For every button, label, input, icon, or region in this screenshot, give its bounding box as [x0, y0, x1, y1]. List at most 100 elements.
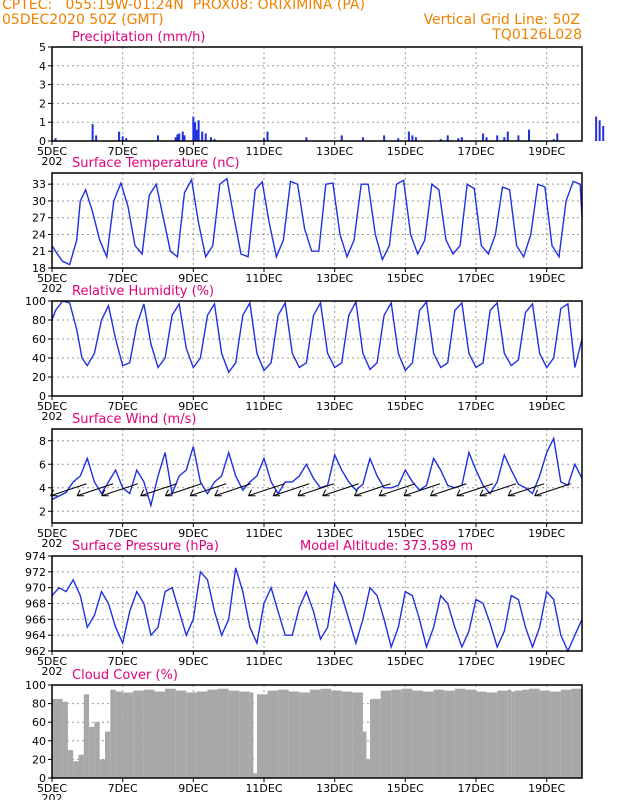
x-tick-label: 15DEC — [387, 527, 424, 540]
cloud-bar — [529, 688, 540, 778]
precip-bar — [197, 120, 200, 141]
cloud-bar — [550, 691, 561, 778]
cloud-bar — [105, 731, 111, 778]
precip-bar — [439, 139, 442, 141]
precip-bar — [414, 137, 417, 141]
panel-frame — [51, 684, 583, 779]
x-tick-label: 7DEC — [108, 782, 138, 795]
wind-arrow — [140, 483, 177, 497]
y-tick-label: 80 — [32, 698, 46, 711]
precip-bar — [192, 116, 195, 141]
x-tick-label: 9DEC — [178, 145, 208, 158]
y-tick-label: 6 — [39, 458, 46, 471]
x-tick-label: 13DEC — [316, 655, 353, 668]
cloud-bar — [380, 690, 392, 778]
wind-arrow-head — [189, 489, 194, 496]
precip-bar — [482, 133, 485, 141]
wind-arrow — [165, 483, 202, 497]
precip-bar — [95, 135, 98, 141]
y-tick-label: 18 — [32, 262, 46, 275]
y-tick-label: 3 — [39, 79, 46, 92]
y-tick-label: 0 — [39, 135, 46, 148]
panel-frame — [51, 428, 583, 524]
cloud-bar — [67, 750, 74, 778]
x-tick-year: 202 — [42, 155, 63, 168]
wind-arrow — [101, 483, 138, 497]
cloud-bar — [78, 754, 84, 778]
x-tick-label: 17DEC — [457, 272, 494, 285]
cloud-bar — [228, 690, 240, 778]
cloud-bar — [465, 689, 476, 778]
y-tick-label: 0 — [39, 772, 46, 785]
precip-bar — [204, 133, 207, 141]
y-tick-label: 972 — [25, 566, 46, 579]
y-tick-label: 27 — [32, 212, 46, 225]
wind-arrow-head — [507, 489, 512, 496]
wind-arrow-head — [164, 489, 169, 496]
panel-title: Precipitation (mm/h) — [72, 30, 205, 45]
wind-arrow-head — [272, 489, 277, 496]
x-tick-label: 17DEC — [457, 782, 494, 795]
cloud-bar — [122, 692, 134, 778]
wind-arrow-head — [456, 489, 461, 496]
wind-arrow — [322, 483, 359, 497]
precip-bar — [397, 138, 400, 141]
wind-arrow — [50, 483, 87, 497]
precip-bar — [602, 125, 605, 141]
precip-bar — [595, 116, 598, 141]
y-tick-label: 20 — [32, 753, 46, 766]
cloud-bar — [320, 688, 332, 778]
y-tick-label: 40 — [32, 352, 46, 365]
x-tick-label: 17DEC — [457, 145, 494, 158]
cloud-bar — [560, 689, 572, 778]
x-tick-label: 19DEC — [528, 400, 565, 413]
x-tick-label: 19DEC — [528, 527, 565, 540]
cloud-bar — [207, 689, 219, 778]
wind-arrow-head — [297, 489, 302, 496]
cloud-bar — [299, 692, 310, 778]
cloud-bar — [433, 689, 445, 778]
cloud-bar — [539, 690, 551, 778]
wind-arrow-head — [354, 489, 358, 496]
panel-frame — [51, 172, 583, 269]
precip-bar — [457, 138, 460, 141]
wind-arrow — [403, 483, 441, 497]
precip-bar — [157, 135, 159, 141]
precip-bar — [266, 131, 269, 141]
y-tick-label: 40 — [32, 735, 46, 748]
precip-bar — [181, 131, 184, 141]
cloud-bar — [62, 701, 68, 778]
precip-bar — [210, 137, 212, 141]
cloud-bar — [256, 694, 268, 778]
wind-arrow-head — [534, 489, 539, 496]
x-tick-label: 9DEC — [178, 527, 208, 540]
series-line — [51, 177, 583, 266]
y-tick-label: 21 — [32, 245, 46, 258]
precip-bar — [598, 120, 601, 141]
wind-arrow-head — [429, 489, 434, 496]
x-tick-label: 19DEC — [528, 655, 565, 668]
x-tick-label: 17DEC — [457, 400, 494, 413]
cloud-bar — [391, 689, 402, 778]
precip-bar — [460, 137, 463, 141]
cloud-bar — [497, 690, 508, 778]
x-tick-year: 202 — [42, 282, 63, 295]
precip-bar — [213, 139, 216, 141]
x-tick-label: 11DEC — [245, 655, 282, 668]
x-tick-label: 13DEC — [316, 400, 353, 413]
precip-bar — [411, 135, 414, 141]
cloud-bar — [511, 691, 515, 778]
series-line — [51, 299, 583, 374]
x-tick-year: 202 — [42, 410, 63, 423]
y-tick-label: 968 — [25, 598, 46, 611]
precip-bar — [503, 137, 506, 141]
wind-arrow-head — [378, 489, 383, 496]
cloud-bar — [99, 759, 105, 778]
x-tick-year: 202 — [42, 537, 63, 550]
cloud-bar — [154, 691, 166, 778]
cloud-bar — [412, 690, 423, 778]
x-tick-year: 202 — [42, 792, 63, 800]
cloud-bar — [288, 691, 300, 778]
x-tick-label: 15DEC — [387, 655, 424, 668]
cloud-bar — [370, 698, 381, 778]
